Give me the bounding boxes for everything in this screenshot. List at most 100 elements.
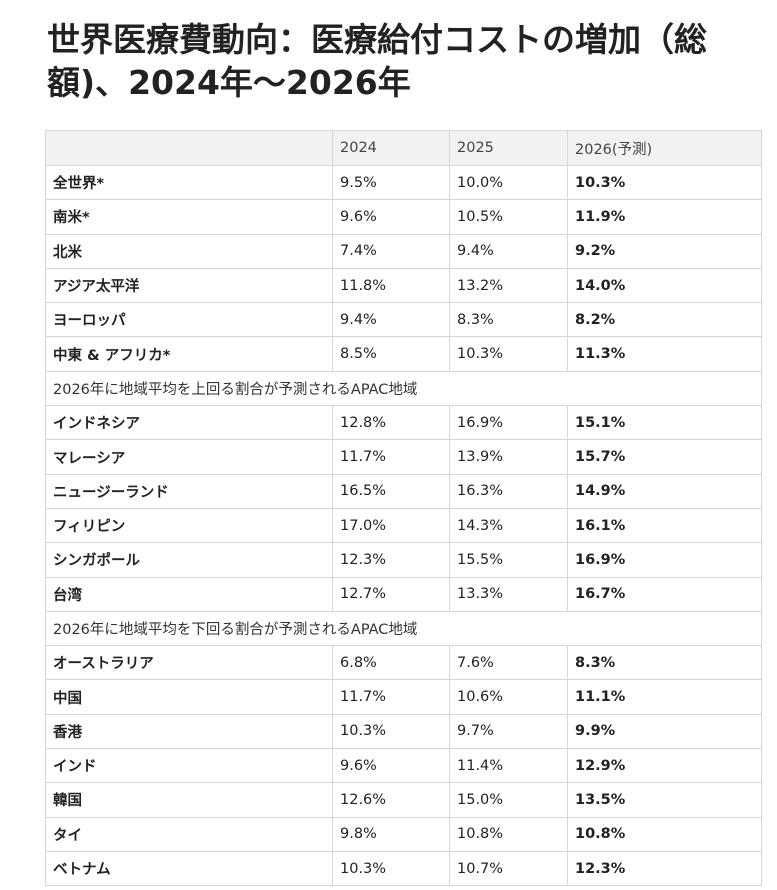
value-cell: 11.1%	[567, 679, 762, 715]
value-cell: 13.5%	[567, 782, 762, 818]
data-row: フィリピン 17.0% 14.3% 16.1%	[45, 507, 762, 544]
value-cell: 10.8%	[449, 816, 568, 852]
value-cell: 10.3%	[332, 850, 450, 887]
data-row: タイ 9.8% 10.8% 10.8%	[45, 816, 762, 852]
data-row: インド 9.6% 11.4% 12.9%	[45, 748, 762, 784]
data-row: ヨーロッパ 9.4% 8.3% 8.2%	[45, 302, 762, 338]
row-name: インドネシア	[45, 405, 333, 441]
value-cell: 9.4%	[449, 233, 568, 269]
value-cell: 12.6%	[332, 782, 450, 818]
row-name: オーストラリア	[45, 645, 333, 681]
value-cell: 10.3%	[449, 336, 568, 372]
row-name: 南米*	[45, 199, 333, 235]
value-cell: 11.3%	[567, 336, 762, 372]
value-cell: 13.3%	[449, 576, 568, 612]
row-name: タイ	[45, 816, 333, 852]
row-name: 北米	[45, 233, 333, 269]
data-row: 香港 10.3% 9.7% 9.9%	[45, 713, 762, 750]
title: 世界医療費動向：医療給付コストの増加（総額)、2024年～2026年	[47, 20, 707, 102]
value-cell: 15.5%	[449, 542, 568, 578]
value-cell: 12.3%	[567, 850, 762, 887]
value-cell: 14.0%	[567, 267, 762, 304]
value-cell: 9.6%	[332, 199, 450, 235]
data-row: アジア太平洋 11.8% 13.2% 14.0%	[45, 267, 762, 304]
data-row: 北米 7.4% 9.4% 9.2%	[45, 233, 762, 269]
value-cell: 16.9%	[567, 542, 762, 578]
value-cell: 16.7%	[567, 576, 762, 612]
data-row: ニュージーランド 16.5% 16.3% 14.9%	[45, 473, 762, 509]
value-cell: 6.8%	[332, 645, 450, 681]
value-cell: 14.9%	[567, 473, 762, 509]
value-cell: 12.8%	[332, 405, 450, 441]
value-cell: 9.5%	[332, 164, 450, 201]
value-cell: 11.8%	[332, 267, 450, 304]
value-cell: 10.7%	[449, 850, 568, 887]
value-cell: 12.3%	[332, 542, 450, 578]
row-name: ニュージーランド	[45, 473, 333, 509]
value-cell: 9.6%	[332, 748, 450, 784]
row-name: 香港	[45, 713, 333, 750]
section-label: 2026年に地域平均を上回る割合が予測されるAPAC地域	[45, 370, 762, 407]
header-cell: 2026(予測)	[567, 130, 762, 166]
value-cell: 8.2%	[567, 302, 762, 338]
value-cell: 9.4%	[332, 302, 450, 338]
data-row: 台湾 12.7% 13.3% 16.7%	[45, 576, 762, 612]
data-row: インドネシア 12.8% 16.9% 15.1%	[45, 405, 762, 441]
value-cell: 10.0%	[449, 164, 568, 201]
value-cell: 10.6%	[449, 679, 568, 715]
value-cell: 9.8%	[332, 816, 450, 852]
value-cell: 8.5%	[332, 336, 450, 372]
row-name: フィリピン	[45, 507, 333, 544]
value-cell: 8.3%	[449, 302, 568, 338]
value-cell: 16.1%	[567, 507, 762, 544]
value-cell: 11.4%	[449, 748, 568, 784]
row-name: 台湾	[45, 576, 333, 612]
value-cell: 7.6%	[449, 645, 568, 681]
cost-table: 2024 2025 2026(予測) 全世界* 9.5% 10.0% 10.3% 南米* 9.…	[45, 130, 762, 887]
value-cell: 13.2%	[449, 267, 568, 304]
value-cell: 12.7%	[332, 576, 450, 612]
value-cell: 10.3%	[567, 164, 762, 201]
row-name: 中国	[45, 679, 333, 715]
data-row: 南米* 9.6% 10.5% 11.9%	[45, 199, 762, 235]
value-cell: 10.5%	[449, 199, 568, 235]
section-row: 2026年に地域平均を下回る割合が予測されるAPAC地域	[45, 610, 762, 647]
row-name: マレーシア	[45, 439, 333, 475]
value-cell: 13.9%	[449, 439, 568, 475]
value-cell: 9.2%	[567, 233, 762, 269]
data-row: 中国 11.7% 10.6% 11.1%	[45, 679, 762, 715]
value-cell: 15.0%	[449, 782, 568, 818]
value-cell: 11.7%	[332, 679, 450, 715]
value-cell: 17.0%	[332, 507, 450, 544]
value-cell: 16.9%	[449, 405, 568, 441]
value-cell: 16.3%	[449, 473, 568, 509]
value-cell: 9.7%	[449, 713, 568, 750]
data-row: マレーシア 11.7% 13.9% 15.7%	[45, 439, 762, 475]
row-name: ベトナム	[45, 850, 333, 887]
value-cell: 15.1%	[567, 405, 762, 441]
data-row: シンガポール 12.3% 15.5% 16.9%	[45, 542, 762, 578]
row-name: 韓国	[45, 782, 333, 818]
row-name: 全世界*	[45, 164, 333, 201]
header-cell: 2024	[332, 130, 450, 166]
row-name: インド	[45, 748, 333, 784]
row-name: シンガポール	[45, 542, 333, 578]
header-cell: 2025	[449, 130, 568, 166]
section-row: 2026年に地域平均を上回る割合が予測されるAPAC地域	[45, 370, 762, 407]
data-row: 中東 & アフリカ* 8.5% 10.3% 11.3%	[45, 336, 762, 372]
row-name: 中東 & アフリカ*	[45, 336, 333, 372]
header-cell	[45, 130, 333, 166]
value-cell: 12.9%	[567, 748, 762, 784]
value-cell: 11.9%	[567, 199, 762, 235]
table-body: 全世界* 9.5% 10.0% 10.3% 南米* 9.6% 10.5% 11.9% 北米 7.4…	[45, 164, 762, 887]
value-cell: 15.7%	[567, 439, 762, 475]
value-cell: 10.8%	[567, 816, 762, 852]
value-cell: 7.4%	[332, 233, 450, 269]
section-label: 2026年に地域平均を下回る割合が予測されるAPAC地域	[45, 610, 762, 647]
value-cell: 14.3%	[449, 507, 568, 544]
header-row: 2024 2025 2026(予測)	[45, 130, 762, 166]
value-cell: 11.7%	[332, 439, 450, 475]
value-cell: 16.5%	[332, 473, 450, 509]
data-row: オーストラリア 6.8% 7.6% 8.3%	[45, 645, 762, 681]
table-head: 2024 2025 2026(予測)	[45, 130, 762, 166]
